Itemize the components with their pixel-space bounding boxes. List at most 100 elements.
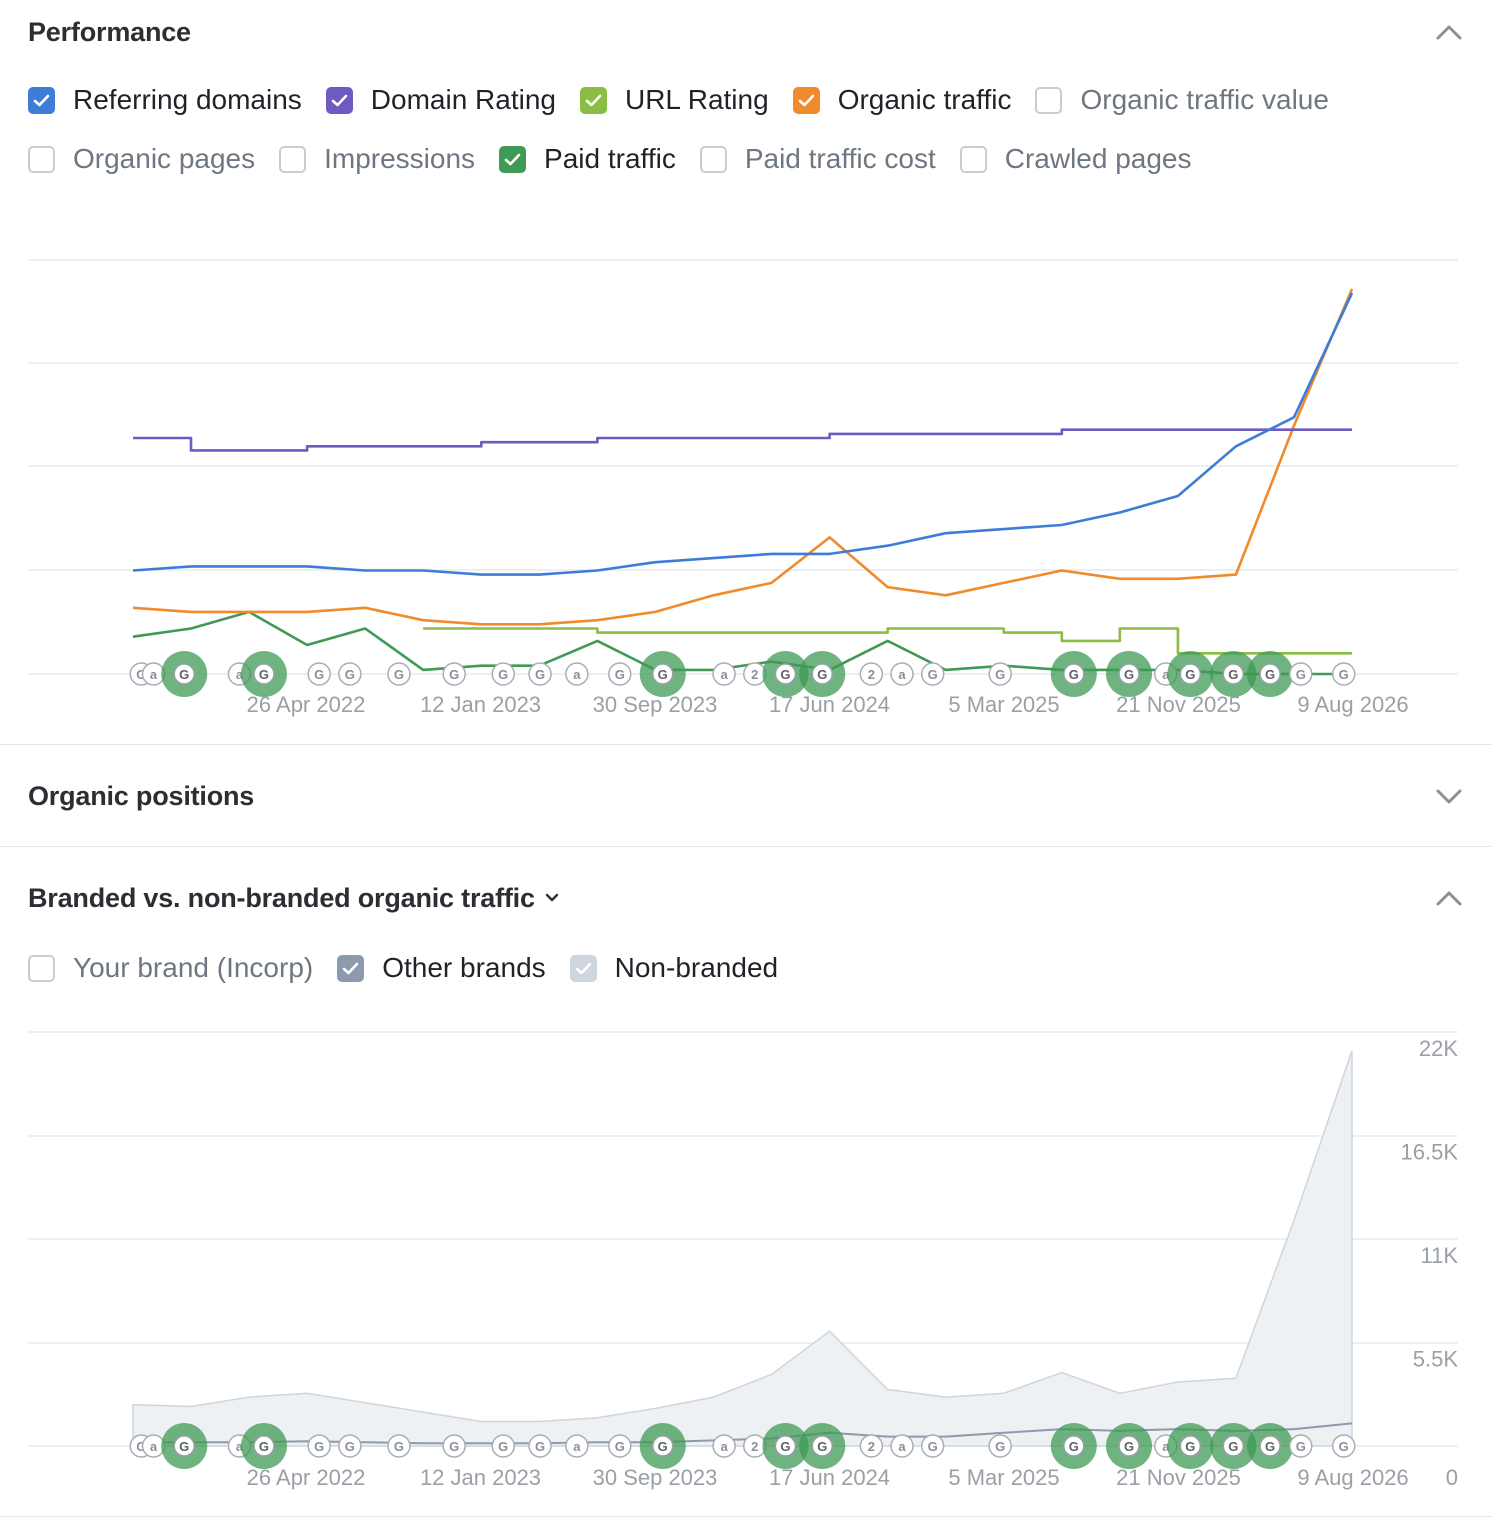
legend-item-impressions[interactable]: Impressions xyxy=(279,143,475,175)
google-update-icon[interactable] xyxy=(1331,662,1356,686)
checkbox-checked[interactable] xyxy=(792,86,820,114)
annotation-glyph: a xyxy=(1162,667,1170,682)
organic-positions-header[interactable]: Organic positions xyxy=(28,776,1464,816)
legend-item-organic-traffic[interactable]: Organic traffic xyxy=(792,84,1011,116)
legend-label: Your brand (Incorp) xyxy=(73,952,314,983)
annotation-glyph: a xyxy=(573,667,581,682)
legend-label: Paid traffic xyxy=(544,143,676,174)
organic-positions-expand-chevron-down-icon[interactable] xyxy=(1434,781,1464,811)
checkbox-checked[interactable] xyxy=(499,145,527,173)
annotation-glyph: G xyxy=(780,667,790,682)
legend-item-other-brands[interactable]: Other brands xyxy=(337,952,546,984)
google-update-icon[interactable] xyxy=(442,662,466,686)
checkbox-checked[interactable] xyxy=(325,86,353,114)
series-line-other-brands[interactable] xyxy=(133,1422,1353,1445)
divider xyxy=(0,1516,1492,1517)
google-update-icon[interactable] xyxy=(528,662,552,686)
google-update-icon[interactable] xyxy=(608,662,632,686)
legend-item-url-rating[interactable]: URL Rating xyxy=(579,84,769,116)
series-line-organic-traffic[interactable] xyxy=(132,288,1354,626)
checkbox-checked[interactable] xyxy=(579,86,607,114)
annotation-glyph: G xyxy=(394,667,404,682)
legend-item-paid-traffic[interactable]: Paid traffic xyxy=(499,143,676,175)
checkbox-unchecked[interactable] xyxy=(959,145,987,173)
google-update-icon[interactable] xyxy=(491,662,515,686)
x-tick-label: 30 Sep 2023 xyxy=(593,692,718,717)
checkbox-unchecked[interactable] xyxy=(699,145,727,173)
google-update-icon[interactable] xyxy=(307,1434,331,1458)
checkbox-checked[interactable] xyxy=(569,954,597,982)
annotation-icon[interactable] xyxy=(565,662,589,686)
x-tick-label: 9 Aug 2026 xyxy=(1297,1465,1408,1490)
series-line-referring-domains[interactable] xyxy=(132,292,1354,576)
series-line-domain-rating[interactable] xyxy=(133,428,1352,452)
legend-item-non-branded[interactable]: Non-branded xyxy=(569,952,778,984)
annotation-icon[interactable] xyxy=(859,662,884,686)
checkbox-unchecked[interactable] xyxy=(279,145,307,173)
x-tick-label: 12 Jan 2023 xyxy=(420,1465,541,1490)
google-update-icon xyxy=(173,1435,195,1457)
branded-collapse-chevron-up-icon[interactable] xyxy=(1434,883,1464,913)
checkbox-unchecked[interactable] xyxy=(28,954,55,982)
annotation-glyph: a xyxy=(720,1439,728,1454)
google-update-icon[interactable] xyxy=(338,1434,362,1458)
annotation-glyph: a xyxy=(1162,1439,1170,1454)
checkbox-unchecked[interactable] xyxy=(1035,86,1063,114)
annotation-icon[interactable] xyxy=(859,1434,884,1458)
annotation-glyph: G xyxy=(259,667,269,682)
performance-collapse-chevron-up-icon[interactable] xyxy=(1434,17,1464,47)
annotation-glyph: a xyxy=(236,1439,244,1454)
annotation-icon[interactable] xyxy=(565,1434,589,1458)
google-update-icon[interactable] xyxy=(338,662,362,686)
google-update-icon[interactable] xyxy=(1289,1434,1313,1458)
google-update-icon[interactable] xyxy=(1289,662,1313,686)
chevron-down-icon xyxy=(545,893,558,902)
legend-item-your-brand-incorp[interactable]: Your brand (Incorp) xyxy=(28,952,313,984)
branded-title-dropdown[interactable]: Branded vs. non-branded organic traffic xyxy=(28,883,559,914)
annotation-glyph: G xyxy=(817,667,827,682)
checkbox-unchecked[interactable] xyxy=(28,145,55,173)
google-update-icon[interactable] xyxy=(1331,1434,1356,1458)
checkmark-icon xyxy=(33,94,50,106)
google-update-icon[interactable] xyxy=(387,662,411,686)
series-line-url-rating[interactable] xyxy=(423,627,1352,655)
google-update-icon[interactable] xyxy=(528,1434,552,1458)
google-update-icon[interactable] xyxy=(387,1434,411,1458)
google-update-icon[interactable] xyxy=(608,1434,632,1458)
google-update-icon[interactable] xyxy=(920,662,945,686)
legend-label: Domain Rating xyxy=(370,84,556,115)
x-tick-label: 5 Mar 2025 xyxy=(948,1465,1059,1490)
checkbox-checked[interactable] xyxy=(28,86,55,114)
divider xyxy=(0,846,1492,847)
google-update-icon[interactable] xyxy=(491,1434,515,1458)
legend-item-organic-traffic-value[interactable]: Organic traffic value xyxy=(1035,84,1329,116)
checkmark-icon xyxy=(585,94,602,106)
legend-item-paid-traffic-cost[interactable]: Paid traffic cost xyxy=(699,143,936,175)
google-update-icon[interactable] xyxy=(988,662,1012,686)
divider xyxy=(0,744,1492,745)
google-update-icon[interactable] xyxy=(920,1434,945,1458)
google-update-icon[interactable] xyxy=(988,1434,1012,1458)
annotation-icon[interactable] xyxy=(712,662,736,686)
series-area-non-branded[interactable] xyxy=(132,1050,1353,1447)
google-update-icon[interactable] xyxy=(442,1434,466,1458)
google-update-icon[interactable] xyxy=(307,662,331,686)
annotation-glyph: G xyxy=(995,667,1005,682)
annotation-glyph: G xyxy=(314,1439,324,1454)
annotation-glyph: G xyxy=(1265,667,1275,682)
legend-item-domain-rating[interactable]: Domain Rating xyxy=(325,84,556,116)
annotation-icon[interactable] xyxy=(890,662,914,686)
google-update-icon xyxy=(1118,663,1140,685)
legend-item-crawled-pages[interactable]: Crawled pages xyxy=(959,143,1192,175)
legend-item-organic-pages[interactable]: Organic pages xyxy=(28,143,255,175)
annotation-icon[interactable] xyxy=(890,1434,914,1458)
legend-item-referring-domains[interactable]: Referring domains xyxy=(28,84,302,116)
checkbox-checked[interactable] xyxy=(337,954,365,982)
annotation-glyph: G xyxy=(345,667,355,682)
annotation-glyph: G xyxy=(498,1439,508,1454)
annotation-glyph: 2 xyxy=(868,667,875,682)
annotation-icon[interactable] xyxy=(712,1434,736,1458)
x-tick-label: 26 Apr 2022 xyxy=(247,1465,366,1490)
